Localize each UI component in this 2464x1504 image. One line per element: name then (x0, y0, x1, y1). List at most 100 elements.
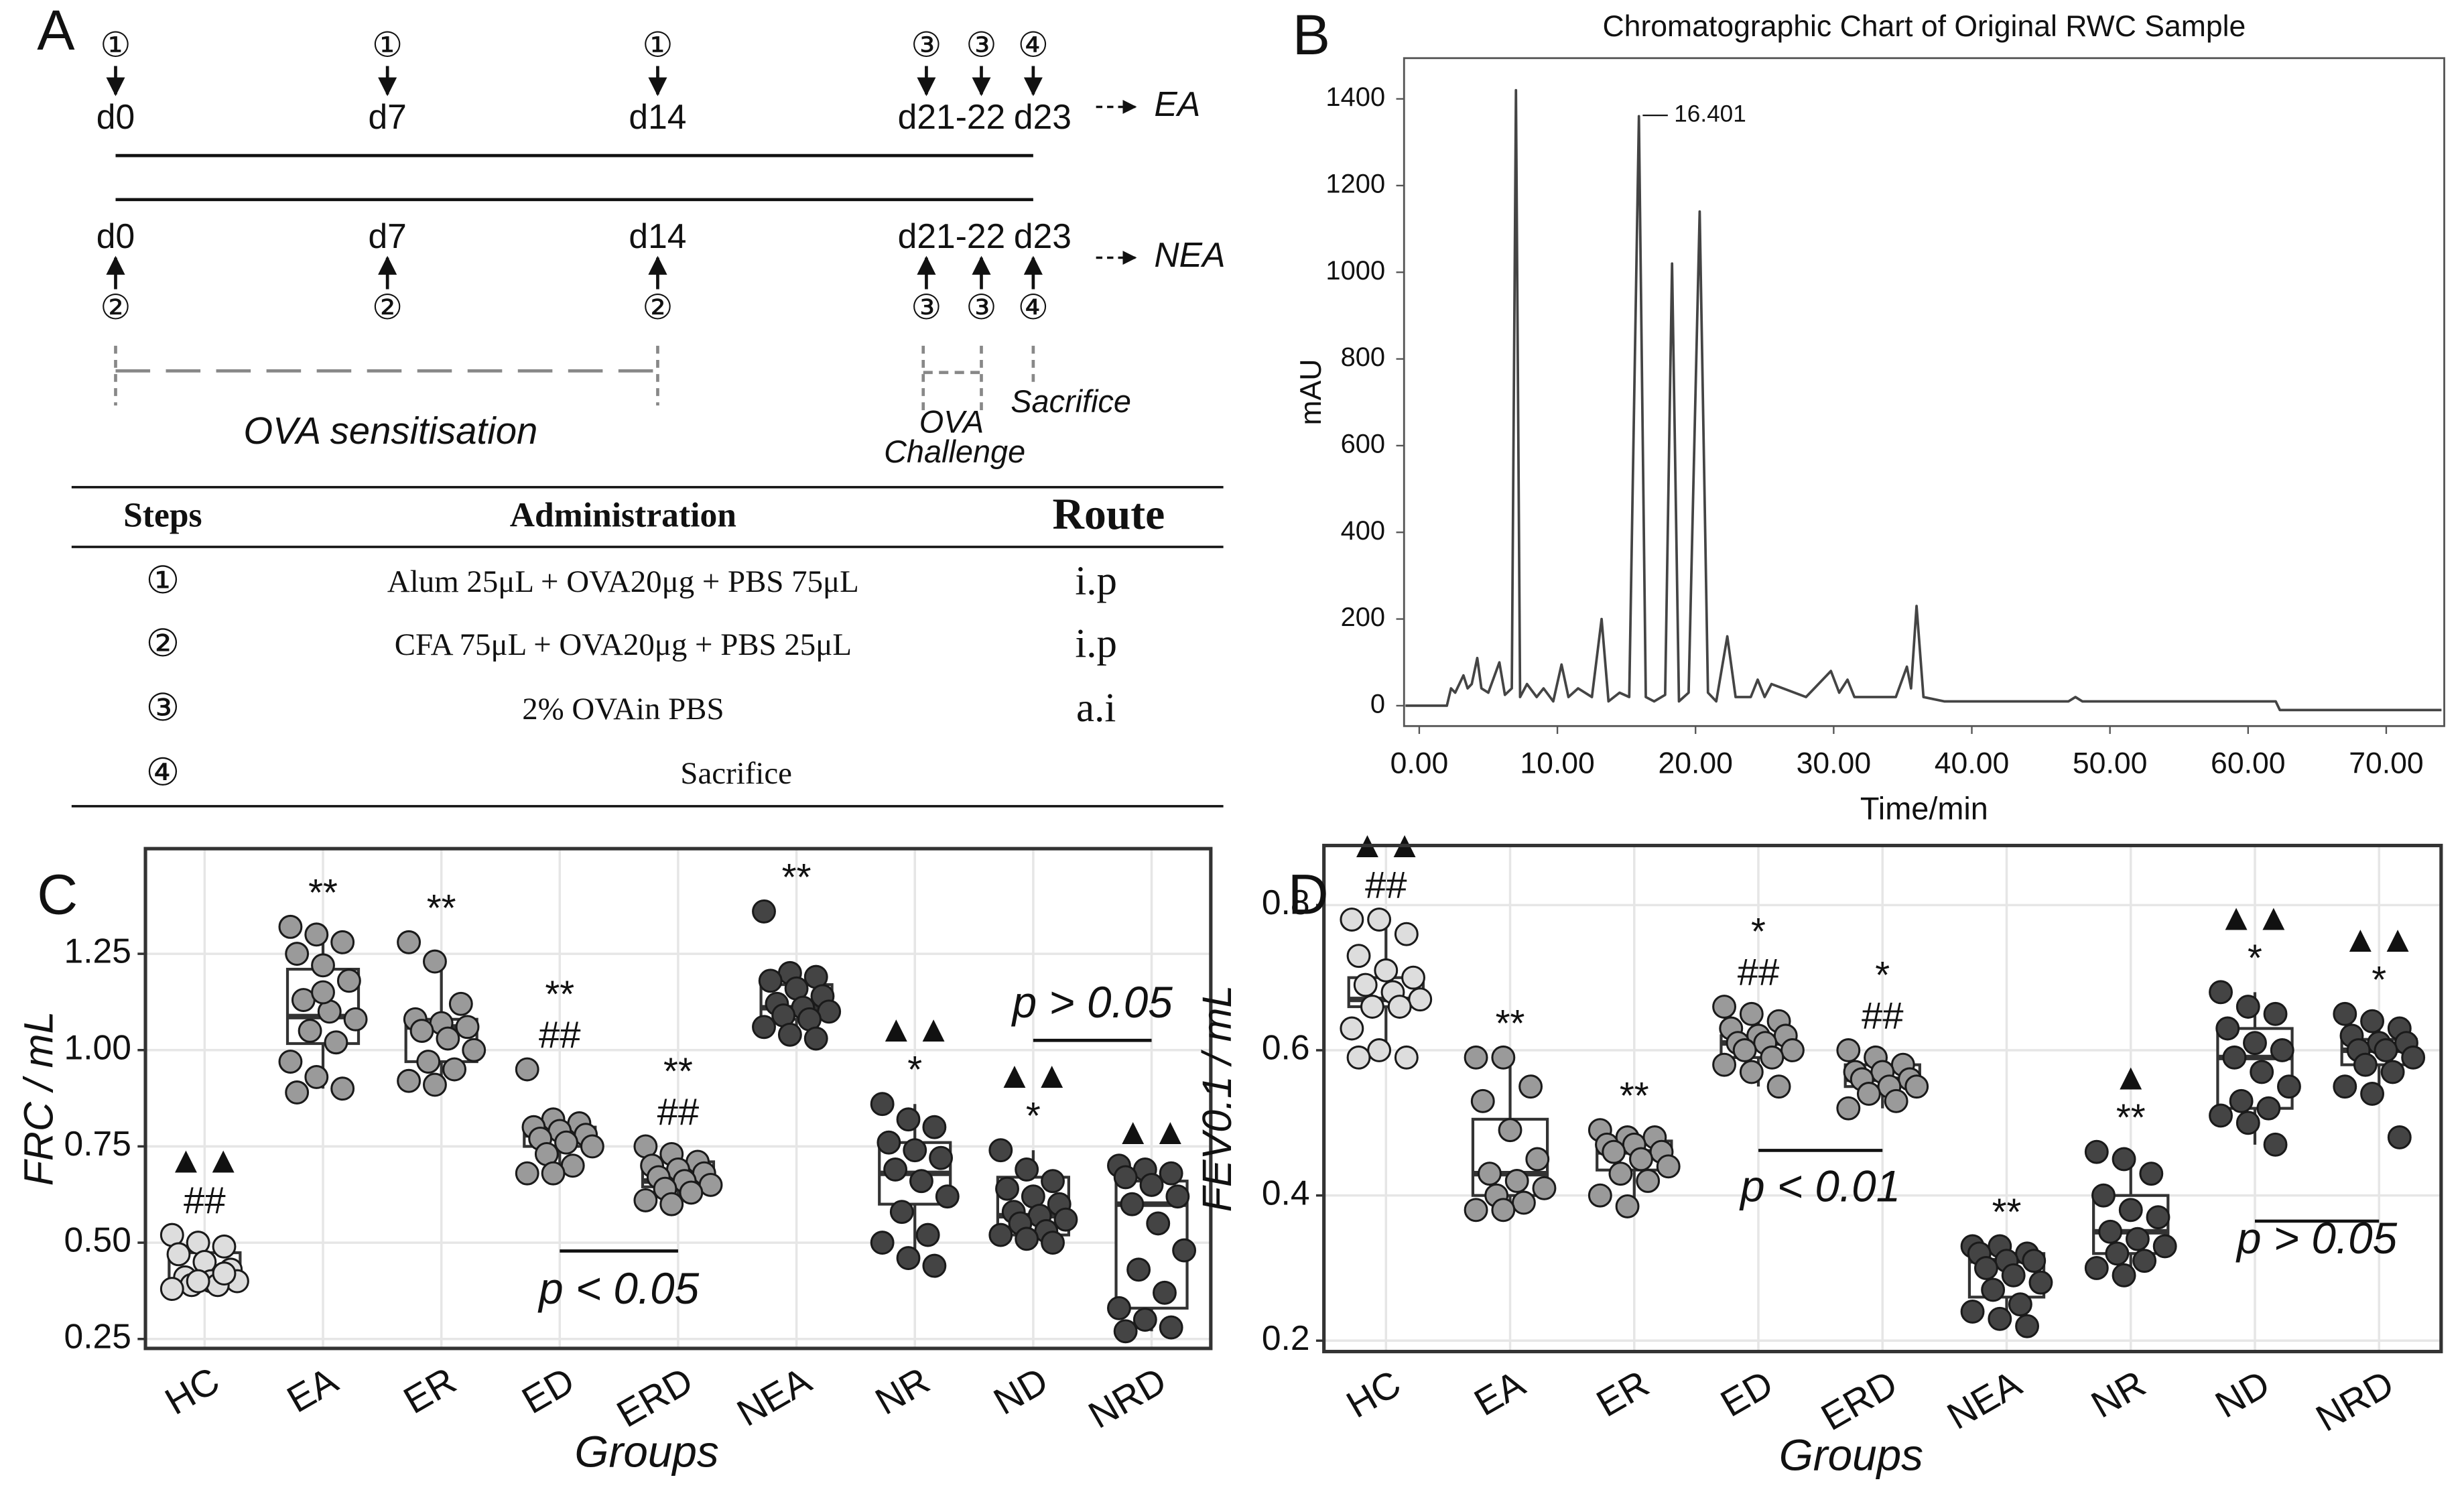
data-point (2015, 1314, 2040, 1338)
data-point (896, 1246, 921, 1271)
data-point (2380, 1060, 2405, 1084)
y-tick-label: 1000 (1325, 256, 1385, 286)
significance-mark: * (1875, 954, 1890, 996)
data-point (409, 1019, 434, 1043)
data-point (462, 1038, 487, 1062)
significance-mark: ## (539, 1013, 581, 1056)
data-point (1120, 1192, 1145, 1216)
data-point (2215, 1016, 2240, 1041)
data-point (2401, 1045, 2426, 1070)
chromatogram-line (1405, 88, 2442, 712)
data-point (1973, 1256, 1998, 1280)
data-point (2001, 1263, 2026, 1288)
data-point (1153, 1280, 1177, 1305)
data-point (1340, 907, 1364, 932)
significance-mark: ## (1862, 995, 1904, 1037)
data-point (455, 1015, 480, 1040)
data-point (1904, 1074, 1929, 1099)
data-point (935, 1184, 960, 1209)
data-point (2353, 1052, 2378, 1077)
data-point (1760, 1045, 1785, 1070)
data-point (2209, 1103, 2233, 1128)
data-point (2132, 1249, 2157, 1273)
x-tick-label: ED (515, 1359, 581, 1422)
data-point (1525, 1147, 1550, 1172)
x-tick-label: 50.00 (2073, 747, 2147, 780)
y-tick-label: 1.25 (64, 932, 131, 970)
y-tick-label: 0.8 (1262, 883, 1310, 922)
data-point (2125, 1227, 2150, 1251)
table-cell: ③ (146, 688, 180, 729)
data-point (397, 1068, 422, 1093)
y-tick-label: 1200 (1325, 169, 1385, 198)
annotation: 16.401 (1674, 101, 1746, 127)
y-tick-label: 1.00 (64, 1027, 131, 1066)
step-marker: ① (642, 27, 673, 65)
data-point (1615, 1194, 1640, 1218)
table-cell: i.p (1075, 558, 1117, 603)
data-point (988, 1138, 1013, 1163)
chart-title: Chromatographic Chart of Original RWC Sa… (1603, 10, 2246, 43)
x-tick-label: 10.00 (1520, 747, 1594, 780)
data-point (1367, 1038, 1392, 1062)
data-point (1165, 1184, 1190, 1209)
significance-mark: ** (1992, 1190, 2022, 1233)
data-point (1602, 1139, 1626, 1164)
x-tick-label: ERD (610, 1359, 700, 1435)
x-tick-label: 30.00 (1797, 747, 1871, 780)
significance-mark: ▲▲ (878, 1007, 952, 1050)
data-point (2360, 1009, 2384, 1033)
data-point (541, 1161, 566, 1186)
significance-mark: ## (1365, 864, 1407, 906)
significance-mark: ** (545, 973, 574, 1015)
significance-mark: ## (184, 1180, 226, 1222)
x-tick-label: 70.00 (2349, 747, 2423, 780)
data-point (2276, 1074, 2301, 1099)
data-point (423, 1072, 447, 1097)
data-point (633, 1188, 658, 1212)
data-point (1360, 995, 1384, 1019)
data-point (2333, 1074, 2357, 1099)
significance-mark: ▲▲ (168, 1139, 242, 1181)
data-point (2112, 1147, 2136, 1172)
data-point (1856, 1082, 1881, 1106)
data-point (1739, 1001, 1764, 1026)
data-point (442, 1057, 467, 1082)
data-point (1041, 1231, 1065, 1255)
data-point (1139, 1172, 1164, 1197)
data-point (752, 1015, 776, 1040)
significance-mark: ** (1496, 1002, 1525, 1044)
data-point (1107, 1296, 1131, 1320)
table-cell: ② (146, 623, 180, 665)
data-point (343, 1007, 368, 1031)
comparison-label: p < 0.01 (1739, 1162, 1900, 1210)
x-tick-label: HC (1340, 1362, 1408, 1426)
x-tick-label: HC (158, 1359, 226, 1422)
data-point (278, 914, 303, 939)
x-tick-label: 20.00 (1658, 747, 1732, 780)
data-point (1836, 1096, 1861, 1121)
data-point (1491, 1045, 1516, 1070)
significance-mark: ## (1738, 951, 1780, 993)
day-label: d7 (368, 97, 406, 136)
comparison-label: p < 0.05 (537, 1264, 700, 1313)
data-point (903, 1138, 927, 1163)
data-point (1470, 1088, 1495, 1113)
data-point (1464, 1198, 1488, 1223)
data-point (212, 1261, 237, 1286)
significance-mark: * (2248, 936, 2262, 979)
table-header: Administration (510, 497, 736, 535)
data-point (1629, 1147, 1653, 1172)
data-point (1884, 1088, 1908, 1113)
phase-label: OVA (919, 404, 984, 439)
step-marker: ③ (911, 289, 942, 327)
data-point (1346, 944, 1371, 968)
data-point (2387, 1125, 2412, 1149)
y-tick-label: 1400 (1325, 82, 1385, 112)
data-point (1636, 1169, 1661, 1193)
data-point (1394, 1045, 1419, 1070)
data-point (870, 1092, 895, 1117)
data-point (2139, 1162, 2164, 1186)
data-point (1159, 1161, 1183, 1186)
